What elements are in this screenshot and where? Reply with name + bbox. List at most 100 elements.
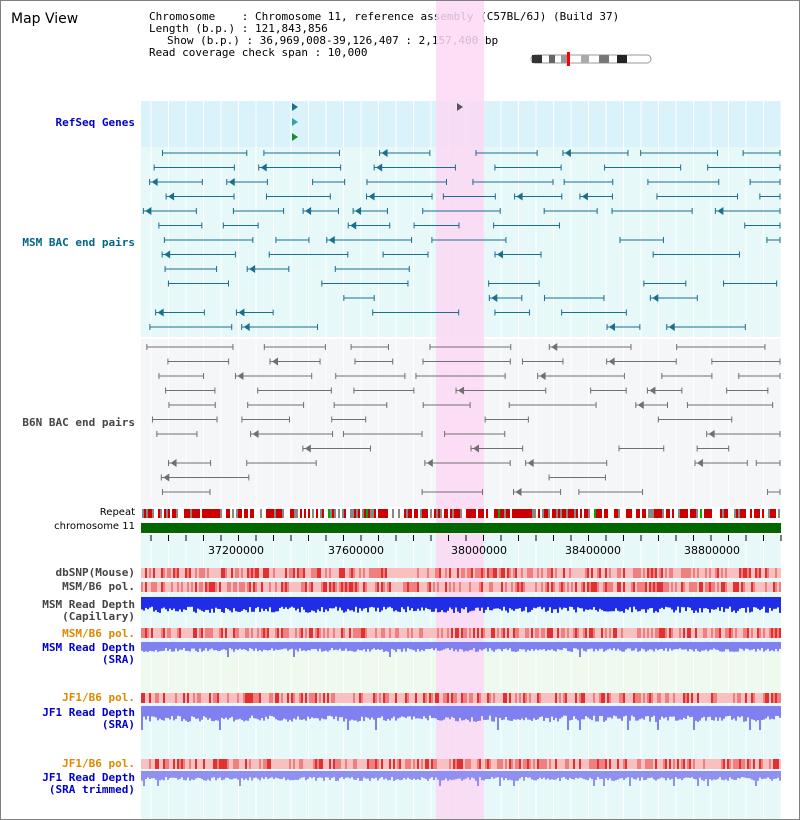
chromosome-ideogram[interactable] bbox=[530, 52, 652, 66]
pol-stripe bbox=[329, 759, 331, 769]
depth-bar bbox=[369, 706, 371, 720]
pol-stripe bbox=[673, 693, 675, 703]
depth-bar bbox=[667, 706, 669, 721]
depth-bar bbox=[551, 642, 553, 650]
depth-bar bbox=[263, 642, 265, 650]
pol-stripe bbox=[405, 568, 407, 578]
pol-stripe bbox=[751, 582, 753, 592]
pol-stripe bbox=[343, 568, 345, 578]
pol-stripe bbox=[691, 759, 693, 769]
pol-stripe bbox=[483, 693, 485, 703]
pol-stripe bbox=[471, 568, 473, 578]
depth-bar bbox=[507, 642, 509, 651]
pol-stripe bbox=[215, 628, 217, 638]
pol-stripe bbox=[503, 759, 505, 769]
pol-stripe bbox=[145, 628, 147, 638]
depth-bar bbox=[555, 642, 557, 652]
pol-stripe bbox=[703, 693, 705, 703]
depth-bar bbox=[249, 706, 251, 719]
pol-stripe bbox=[587, 693, 589, 703]
depth-bar bbox=[307, 597, 309, 613]
pol-stripe bbox=[697, 628, 699, 638]
depth-bar bbox=[615, 771, 617, 781]
pol-stripe bbox=[725, 568, 727, 578]
pol-stripe bbox=[429, 628, 431, 638]
pol-stripe bbox=[685, 628, 687, 638]
depth-bar bbox=[329, 706, 331, 716]
depth-bar bbox=[489, 706, 491, 716]
depth-bar bbox=[311, 642, 313, 649]
pol-stripe bbox=[423, 628, 425, 638]
pol-stripe bbox=[311, 568, 313, 578]
msm-bac-end-pairs[interactable] bbox=[142, 149, 781, 331]
pol-stripe bbox=[361, 759, 363, 769]
depth-bar bbox=[183, 642, 185, 649]
repeat-block bbox=[246, 509, 248, 518]
depth-bar bbox=[617, 597, 619, 611]
depth-bar bbox=[337, 642, 339, 651]
refseq-genes[interactable] bbox=[292, 103, 463, 141]
pol-stripe bbox=[339, 693, 341, 703]
depth-bar bbox=[737, 706, 739, 717]
depth-bar bbox=[421, 597, 423, 608]
depth-bar bbox=[757, 771, 759, 781]
depth-bar bbox=[261, 706, 263, 719]
depth-bar bbox=[175, 706, 177, 719]
depth-bar bbox=[301, 597, 303, 607]
repeat-block bbox=[668, 509, 670, 518]
b6n-bac-end-pairs[interactable] bbox=[146, 343, 781, 496]
pol-stripe bbox=[217, 693, 219, 703]
pol-stripe bbox=[409, 759, 411, 769]
depth-bar bbox=[381, 642, 383, 650]
pol-stripe bbox=[141, 759, 143, 769]
pol-stripe bbox=[273, 582, 275, 592]
depth-bar bbox=[723, 642, 725, 652]
depth-bar bbox=[421, 706, 423, 720]
depth-bar bbox=[655, 642, 657, 649]
pol-stripe bbox=[701, 628, 703, 638]
repeat-block bbox=[494, 509, 496, 518]
depth-bar bbox=[699, 771, 701, 778]
depth-bar bbox=[357, 771, 359, 779]
repeat-block bbox=[568, 509, 570, 518]
pol-stripe bbox=[769, 568, 771, 578]
highlight-region[interactable] bbox=[436, 1, 484, 819]
depth-bar bbox=[153, 771, 155, 779]
depth-bar bbox=[611, 597, 613, 612]
pol-stripe bbox=[311, 628, 313, 638]
depth-bar bbox=[391, 771, 393, 778]
pol-stripe bbox=[733, 568, 735, 578]
depth-bar bbox=[645, 771, 647, 780]
pol-stripe bbox=[491, 582, 493, 592]
pol-stripe bbox=[333, 582, 335, 592]
depth-bar bbox=[635, 771, 637, 780]
pol-stripe bbox=[319, 628, 321, 638]
depth-bar bbox=[585, 706, 587, 717]
pol-stripe bbox=[335, 628, 337, 638]
depth-bar bbox=[351, 706, 353, 720]
depth-bar bbox=[313, 597, 315, 612]
depth-bar bbox=[629, 771, 631, 786]
repeat-block bbox=[468, 509, 470, 518]
depth-bar bbox=[731, 642, 733, 652]
depth-bar bbox=[565, 771, 567, 779]
pol-stripe bbox=[695, 693, 697, 703]
pol-stripe bbox=[631, 582, 633, 592]
repeat-block bbox=[444, 509, 446, 518]
depth-bar bbox=[453, 642, 455, 652]
pol-stripe bbox=[505, 628, 507, 638]
repeat-block bbox=[744, 509, 746, 518]
repeat-block bbox=[394, 509, 396, 518]
pol-stripe bbox=[593, 759, 595, 769]
pol-stripe bbox=[487, 759, 489, 769]
depth-bar bbox=[391, 642, 393, 649]
pol-stripe bbox=[649, 628, 651, 638]
pol-stripe bbox=[523, 582, 525, 592]
pol-stripe bbox=[359, 628, 361, 638]
depth-bar bbox=[287, 597, 289, 610]
depth-bar bbox=[775, 597, 777, 609]
pol-stripe bbox=[611, 568, 613, 578]
pol-stripe bbox=[587, 582, 589, 592]
depth-bar bbox=[581, 597, 583, 609]
